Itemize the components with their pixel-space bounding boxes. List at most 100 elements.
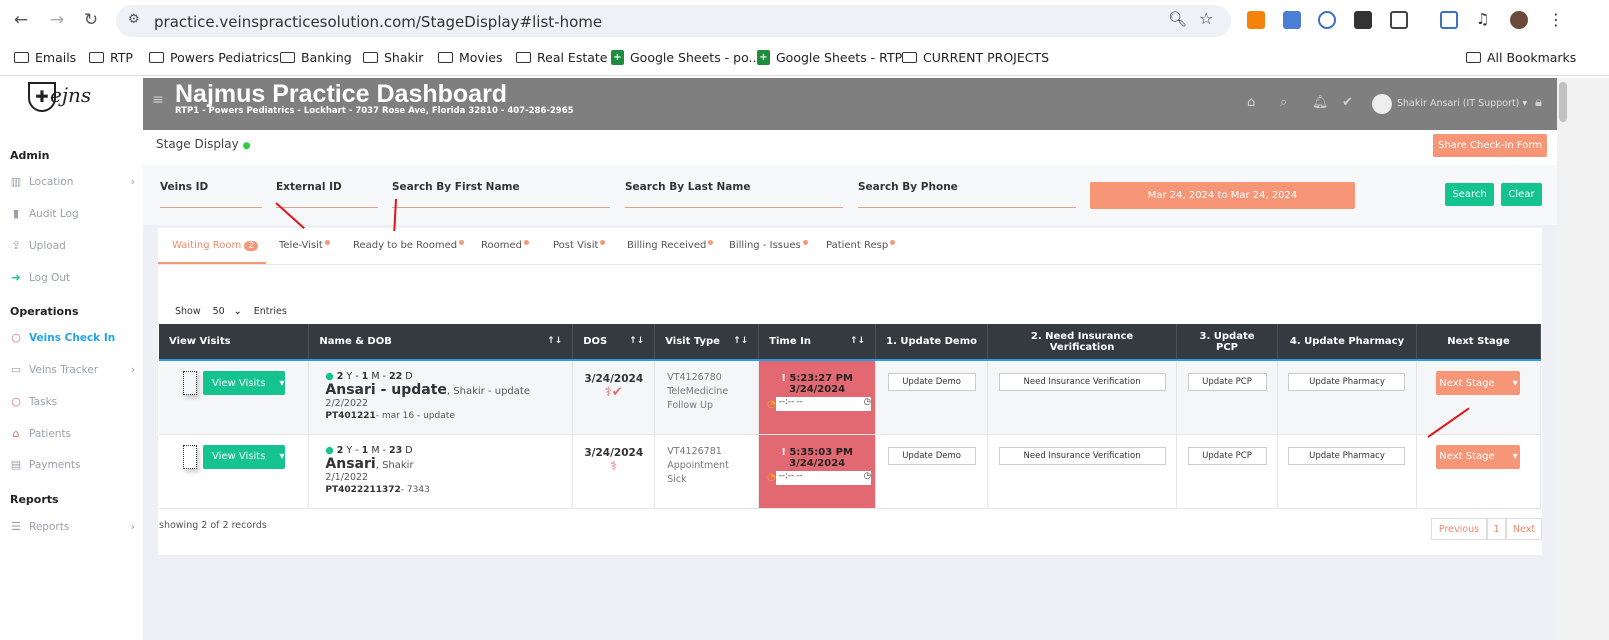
bookmark-star-icon[interactable]: ☆ <box>1199 9 1214 28</box>
patient-last-name[interactable]: Ansari - update <box>325 382 447 398</box>
extension-icon[interactable] <box>1247 11 1265 29</box>
col-visit-type[interactable]: Visit Type ↑↓ <box>654 324 760 361</box>
clear-button[interactable]: Clear <box>1501 183 1542 206</box>
scrollbar-thumb[interactable] <box>1559 82 1567 122</box>
reload-icon[interactable]: ↻ <box>83 10 99 30</box>
caret-down-icon[interactable]: ▾ <box>279 377 285 389</box>
page-1-button[interactable]: 1 <box>1487 518 1506 540</box>
need-insurance-verification-button[interactable]: Need Insurance Verification <box>998 373 1166 391</box>
hamburger-menu-icon[interactable]: ≡ <box>152 92 164 108</box>
tab-ready-to-be-roomed[interactable]: Ready to be Roomed <box>353 240 465 251</box>
external-id-input[interactable] <box>276 207 378 208</box>
caret-down-icon[interactable]: ▾ <box>1512 377 1518 389</box>
bookmark-shakir[interactable]: Shakir <box>363 50 423 65</box>
sidebar-item-tasks[interactable]: ○ Tasks <box>10 395 135 408</box>
veins-id-input[interactable] <box>160 207 262 208</box>
sidebar-item-veins-tracker[interactable]: ▭ Veins Tracker › <box>10 363 135 376</box>
update-pharmacy-button[interactable]: Update Pharmacy <box>1288 373 1406 391</box>
page-scrollbar[interactable] <box>1557 78 1609 640</box>
tab-tele-visit[interactable]: Tele-Visit <box>279 240 330 251</box>
sidebar-item-payments[interactable]: ▤ Payments <box>10 458 135 471</box>
url-text[interactable]: practice.veinspracticesolution.com/Stage… <box>154 13 603 31</box>
col-dos[interactable]: DOS ↑↓ <box>572 324 656 361</box>
cast-icon[interactable] <box>1440 11 1458 29</box>
sort-icon[interactable]: ↑↓ <box>629 336 645 346</box>
clock-icon[interactable]: ◷ <box>863 397 872 407</box>
back-icon[interactable]: ← <box>13 10 29 30</box>
next-button[interactable]: Next <box>1506 518 1542 540</box>
time-input[interactable]: --:-- -- ◷ <box>775 397 872 411</box>
extension-icon[interactable] <box>1354 11 1372 29</box>
sort-icon[interactable]: ↑↓ <box>733 336 749 346</box>
caret-down-icon[interactable]: ▾ <box>1512 451 1518 462</box>
all-bookmarks[interactable]: All Bookmarks <box>1466 50 1576 65</box>
update-pharmacy-button[interactable]: Update Pharmacy <box>1288 446 1406 465</box>
col-time-in[interactable]: Time In ↑↓ <box>758 324 877 361</box>
update-demo-button[interactable]: Update Demo <box>887 373 976 391</box>
view-visits-button[interactable]: View Visits ▾ <box>203 371 285 395</box>
user-menu[interactable]: Shakir Ansari (IT Support) ▾ <box>1397 98 1528 109</box>
update-pcp-button[interactable]: Update PCP <box>1187 373 1267 391</box>
clock-icon[interactable]: ◷ <box>863 470 872 481</box>
sidebar-item-location[interactable]: ▥ Location › <box>10 175 135 188</box>
bookmark-current-projects[interactable]: CURRENT PROJECTS <box>902 50 1049 65</box>
need-insurance-verification-button[interactable]: Need Insurance Verification <box>998 446 1166 465</box>
site-settings-icon[interactable]: ⚙ <box>128 12 140 27</box>
last-name-input[interactable] <box>625 207 843 208</box>
sidebar-item-veins-check-in[interactable]: ○ Veins Check In <box>10 331 135 344</box>
update-demo-button[interactable]: Update Demo <box>887 446 976 465</box>
bookmark-powers-pediatrics[interactable]: Powers Pediatrics <box>149 50 279 65</box>
view-visits-button[interactable]: View Visits ▾ <box>203 444 285 469</box>
media-icon[interactable]: ♫ <box>1476 10 1490 28</box>
tab-post-visit[interactable]: Post Visit <box>553 240 606 251</box>
date-range-picker[interactable]: Mar 24, 2024 to Mar 24, 2024 <box>1090 182 1355 209</box>
tab-roomed[interactable]: Roomed <box>481 240 529 251</box>
address-bar[interactable]: ⚙ practice.veinspracticesolution.com/Sta… <box>116 5 1231 37</box>
tab-billing-received[interactable]: Billing Received <box>627 240 714 251</box>
forward-icon[interactable]: → <box>49 10 65 30</box>
bookmark-google-sheets-po[interactable]: + Google Sheets - po... <box>611 50 760 65</box>
extension-icon[interactable] <box>1283 11 1301 29</box>
bookmark-emails[interactable]: Emails <box>14 50 76 65</box>
first-name-input[interactable] <box>392 207 610 208</box>
previous-button[interactable]: Previous <box>1431 518 1487 540</box>
lock-icon[interactable]: 🔒︎ <box>1535 95 1542 110</box>
menu-icon[interactable]: ⋮ <box>1548 10 1564 29</box>
search-button[interactable]: Search <box>1445 183 1494 206</box>
tab-waiting-room[interactable]: Waiting Room 2 <box>172 240 259 251</box>
bookmark-real-estate[interactable]: Real Estate <box>516 50 607 65</box>
sidebar-item-patients[interactable]: ⌂ Patients <box>10 427 135 440</box>
bookmark-movies[interactable]: Movies <box>438 50 503 65</box>
caret-down-icon[interactable]: ▾ <box>279 451 285 462</box>
row-checkbox[interactable] <box>183 371 197 395</box>
col-name-dob[interactable]: Name & DOB ↑↓ <box>308 324 574 361</box>
user-avatar[interactable] <box>1372 94 1392 114</box>
next-stage-button[interactable]: Next Stage ▾ <box>1436 444 1521 469</box>
bookmark-google-sheets-rtp[interactable]: + Google Sheets - RTP <box>757 50 902 65</box>
extensions-puzzle-icon[interactable] <box>1390 11 1408 29</box>
share-check-in-form-button[interactable]: Share Check-In Form <box>1433 134 1547 157</box>
sort-icon[interactable]: ↑↓ <box>850 336 866 346</box>
tab-patient-resp[interactable]: Patient Resp <box>826 240 896 251</box>
sidebar-item-log-out[interactable]: ➜ Log Out <box>10 271 135 284</box>
row-checkbox[interactable] <box>183 444 197 469</box>
phone-input[interactable] <box>858 207 1076 208</box>
bell-icon[interactable]: 🔔︎ <box>1312 95 1329 110</box>
tab-billing-issues[interactable]: Billing - Issues <box>729 240 808 251</box>
check-icon[interactable]: ✔ <box>1342 95 1353 110</box>
entries-select[interactable]: 50 ⌄ <box>212 306 242 317</box>
bookmark-banking[interactable]: Banking <box>280 50 352 65</box>
sort-icon[interactable]: ↑↓ <box>547 336 563 346</box>
search-icon[interactable]: ⌕ <box>1280 95 1288 110</box>
patient-last-name[interactable]: Ansari <box>325 455 376 472</box>
next-stage-button[interactable]: Next Stage ▾ <box>1436 371 1521 395</box>
bookmark-rtp[interactable]: RTP <box>89 50 133 65</box>
zoom-icon[interactable]: 🔍︎ <box>1168 10 1188 28</box>
sidebar-item-reports[interactable]: ☰ Reports › <box>10 520 135 533</box>
extension-icon[interactable] <box>1318 11 1336 29</box>
time-input[interactable]: --:-- -- ◷ <box>775 470 872 485</box>
sidebar-item-upload[interactable]: ⇪ Upload <box>10 239 135 252</box>
sidebar-item-audit-log[interactable]: ▮ Audit Log <box>10 207 135 220</box>
update-pcp-button[interactable]: Update PCP <box>1187 446 1267 465</box>
profile-avatar[interactable] <box>1510 11 1528 29</box>
